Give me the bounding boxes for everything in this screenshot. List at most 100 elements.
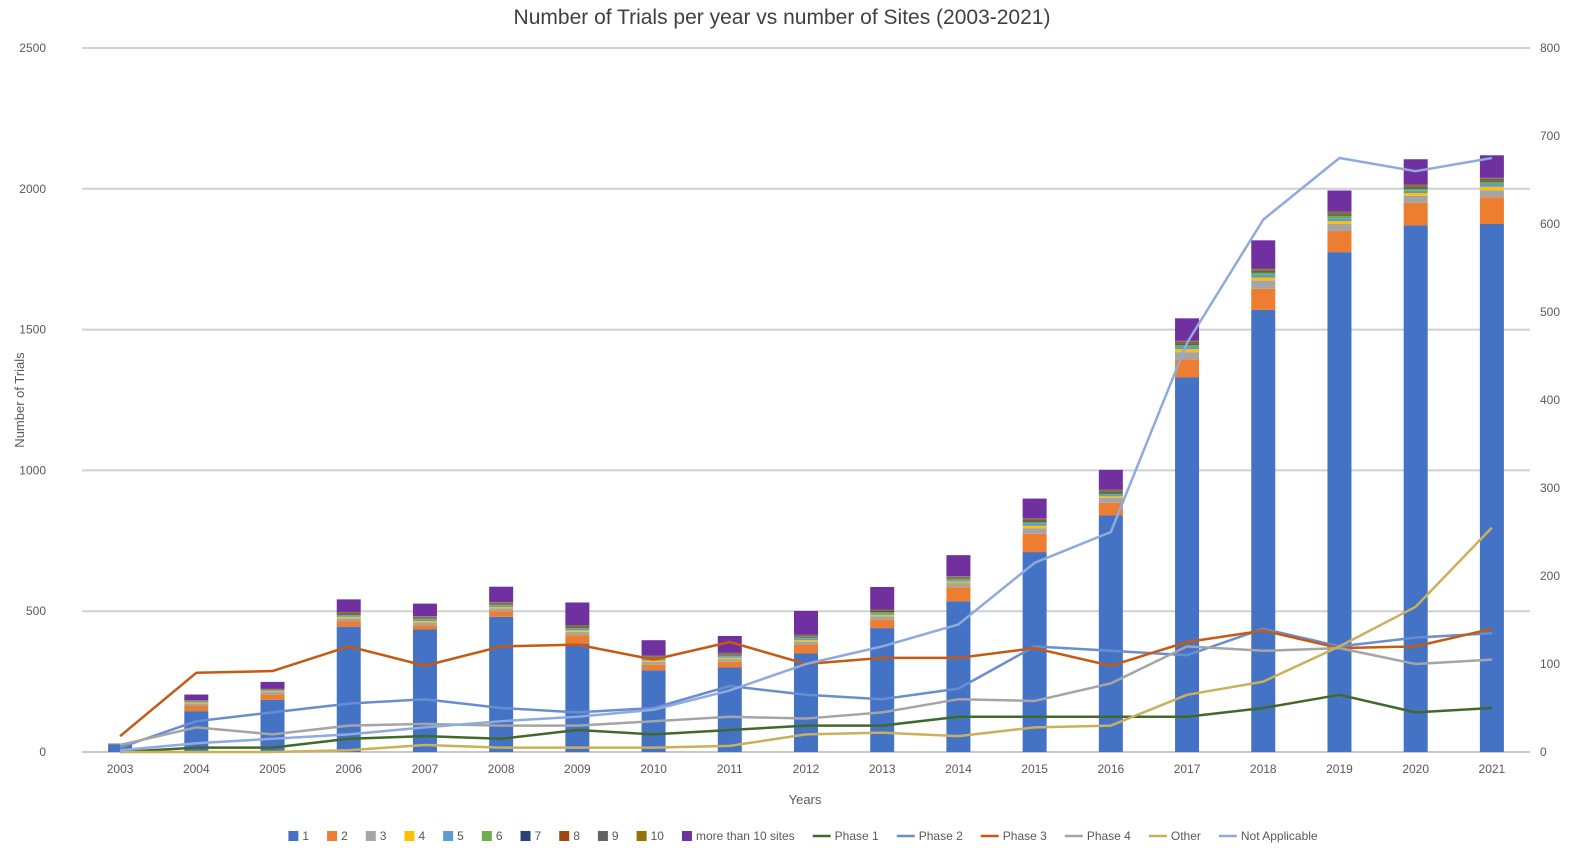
bar-5-2016 <box>1098 494 1123 497</box>
bar-3-2007 <box>412 622 437 626</box>
bar-4-2009 <box>565 630 590 632</box>
bar-2-2017 <box>1175 359 1200 378</box>
bar-2-2008 <box>489 611 514 617</box>
x-tick-2007: 2007 <box>412 762 439 776</box>
bar-1-2008 <box>489 616 514 752</box>
bar-1-2020 <box>1403 225 1428 752</box>
bar-2-2019 <box>1327 231 1352 253</box>
bar-7-2015 <box>1022 521 1047 523</box>
bar-2-2004 <box>184 705 209 712</box>
bar-8-2019 <box>1327 213 1352 215</box>
bar-3-2008 <box>489 608 514 612</box>
bar-more-than-10-sites-2011 <box>717 635 742 653</box>
bar-2-2016 <box>1098 502 1123 516</box>
bar-2-2012 <box>794 644 818 654</box>
x-tick-2011: 2011 <box>717 762 743 776</box>
bar-8-2006 <box>336 613 361 615</box>
bar-3-2004 <box>184 703 209 706</box>
bar-4-2013 <box>870 614 895 617</box>
bar-6-2013 <box>870 612 895 614</box>
bar-2-2015 <box>1022 533 1047 553</box>
line-phase-1 <box>120 693 1492 754</box>
bar-9-2010 <box>641 656 666 658</box>
bar-10-2019 <box>1327 211 1352 213</box>
bar-9-2006 <box>336 612 361 614</box>
bar-2-2018 <box>1251 288 1276 310</box>
bar-5-2019 <box>1327 218 1352 222</box>
bar-6-2015 <box>1022 522 1047 524</box>
legend-label-6: 6 <box>496 829 503 843</box>
bar-more-than-10-sites-2021 <box>1479 155 1504 178</box>
bar-2-2014 <box>946 587 971 602</box>
x-tick-2021: 2021 <box>1479 762 1506 776</box>
y-tick-2000: 2000 <box>19 182 46 196</box>
bar-6-2014 <box>946 578 971 581</box>
bar-6-2019 <box>1327 215 1352 219</box>
bar-3-2016 <box>1098 497 1123 503</box>
bars-layer <box>108 155 1504 752</box>
bar-6-2018 <box>1251 272 1276 275</box>
bar-1-2003 <box>108 744 133 752</box>
bar-1-2016 <box>1098 515 1123 752</box>
x-tick-2010: 2010 <box>640 762 667 776</box>
x-tick-2013: 2013 <box>869 762 896 776</box>
bar-2-2021 <box>1479 197 1504 224</box>
bar-6-2007 <box>412 618 437 620</box>
bar-2-2005 <box>260 694 285 700</box>
bar-1-2009 <box>565 643 590 752</box>
y2-tick-200: 200 <box>1540 569 1560 583</box>
legend-label-phase-2: Phase 2 <box>919 829 963 843</box>
bar-9-2009 <box>565 625 590 627</box>
legend-swatch-8 <box>559 831 570 841</box>
bar-9-2011 <box>717 653 742 655</box>
bar-more-than-10-sites-2006 <box>336 599 361 613</box>
bar-3-2011 <box>717 659 742 662</box>
bar-6-2008 <box>489 604 514 606</box>
legend-swatch-6 <box>481 831 492 841</box>
legend-label-phase-1: Phase 1 <box>835 829 879 843</box>
bar-8-2008 <box>489 603 514 605</box>
legend-label-9: 9 <box>612 829 619 843</box>
bar-9-2018 <box>1251 269 1276 271</box>
bar-more-than-10-sites-2007 <box>412 603 437 617</box>
bar-1-2007 <box>412 629 437 752</box>
bar-more-than-10-sites-2013 <box>870 586 895 610</box>
bar-10-2010 <box>641 655 666 657</box>
bar-4-2004 <box>184 702 209 704</box>
legend-label-more-than-10-sites: more than 10 sites <box>696 829 795 843</box>
bar-4-2010 <box>641 660 666 662</box>
bar-8-2011 <box>717 654 742 655</box>
bar-8-2012 <box>794 636 818 637</box>
x-tick-2004: 2004 <box>183 762 210 776</box>
bar-7-2012 <box>794 636 818 638</box>
legend-swatch-7 <box>520 831 531 841</box>
x-tick-2015: 2015 <box>1021 762 1048 776</box>
bar-5-2014 <box>946 580 971 582</box>
legend-label-10: 10 <box>651 829 665 843</box>
bar-6-2011 <box>717 655 742 657</box>
x-tick-2020: 2020 <box>1402 762 1429 776</box>
bar-5-2018 <box>1251 274 1276 278</box>
bar-7-2019 <box>1327 214 1352 216</box>
bar-7-2011 <box>717 654 742 656</box>
bar-7-2014 <box>946 578 971 579</box>
bar-3-2017 <box>1175 352 1200 360</box>
grid-layer <box>82 47 1530 753</box>
y-tick-500: 500 <box>26 604 46 618</box>
bar-4-2008 <box>489 606 514 609</box>
bar-3-2014 <box>946 583 971 588</box>
x-tick-2008: 2008 <box>488 762 515 776</box>
bar-more-than-10-sites-2008 <box>489 586 514 603</box>
bar-more-than-10-sites-2015 <box>1022 498 1047 519</box>
y-tick-2500: 2500 <box>19 41 46 55</box>
bar-more-than-10-sites-2009 <box>565 602 590 625</box>
bar-4-2011 <box>717 657 742 660</box>
bar-7-2020 <box>1403 187 1428 189</box>
bar-6-2004 <box>184 701 209 702</box>
legend-label-8: 8 <box>573 829 580 843</box>
x-tick-2006: 2006 <box>335 762 362 776</box>
bar-7-2013 <box>870 611 895 613</box>
x-tick-2012: 2012 <box>793 762 820 776</box>
legend-label-not-applicable: Not Applicable <box>1241 829 1318 843</box>
bar-6-2009 <box>565 627 590 629</box>
